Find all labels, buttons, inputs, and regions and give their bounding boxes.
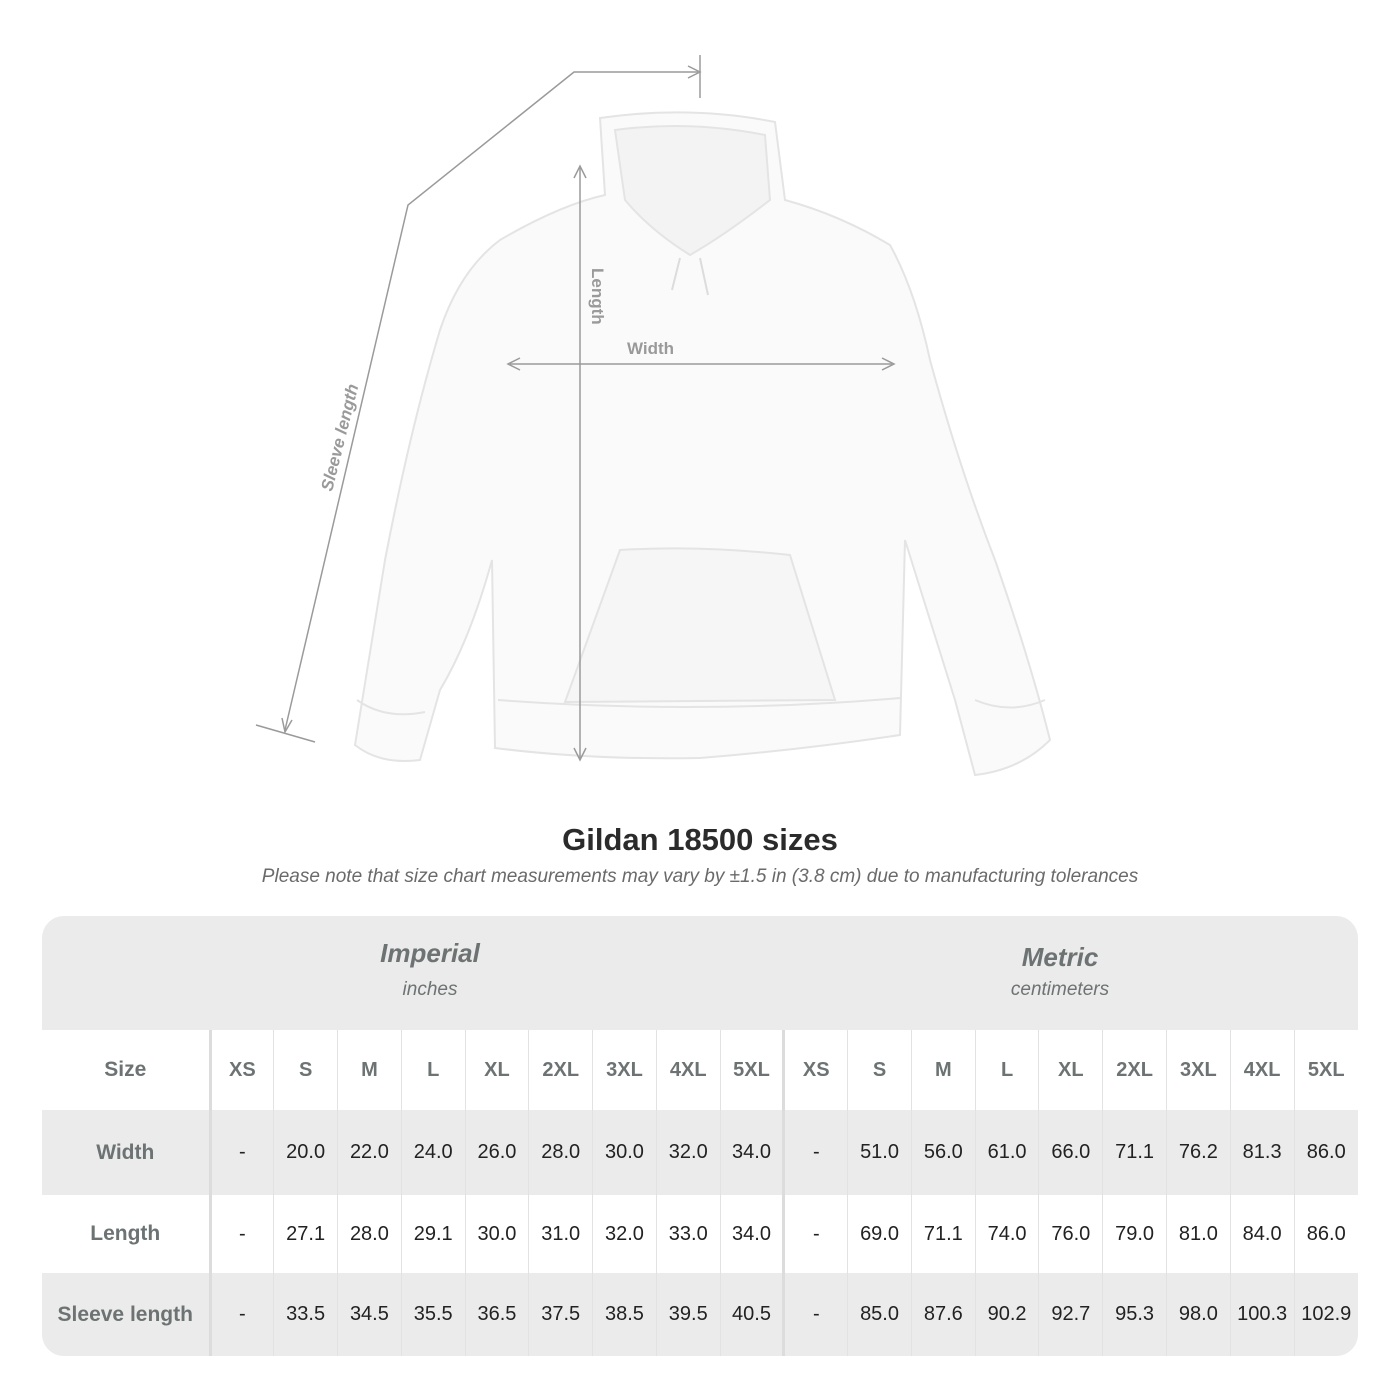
hoodie-measurement-diagram: Length Width Sleeve length xyxy=(255,55,1052,777)
imperial-value-cell: 34.0 xyxy=(719,1110,784,1195)
imperial-value-cell: 34.0 xyxy=(719,1195,784,1273)
metric-value-cell: 61.0 xyxy=(974,1110,1039,1195)
imperial-size-header: XS xyxy=(209,1030,274,1110)
chart-title: Gildan 18500 sizes xyxy=(562,822,838,857)
imperial-value-cell: 28.0 xyxy=(528,1110,593,1195)
metric-value-cell: 71.1 xyxy=(910,1195,976,1273)
metric-size-header: 2XL xyxy=(1102,1030,1167,1110)
imperial-size-header: 4XL xyxy=(655,1030,721,1110)
row-label: Width xyxy=(42,1110,212,1195)
imperial-value-cell: 26.0 xyxy=(464,1110,529,1195)
metric-size-header: 4XL xyxy=(1229,1030,1295,1110)
table-header-row: Size XS S M L XL 2XL 3XL 4XL 5XL XS S M L XL 2XL 3XL 4XL 5… xyxy=(42,1030,1358,1110)
metric-value-cell: 76.0 xyxy=(1038,1195,1103,1273)
imperial-value-cell: 28.0 xyxy=(337,1195,402,1273)
metric-value-cell: 84.0 xyxy=(1229,1195,1295,1273)
metric-value-cell: 76.2 xyxy=(1165,1110,1231,1195)
metric-size-header: M xyxy=(910,1030,976,1110)
metric-header: Metric centimeters xyxy=(960,942,1160,1001)
tolerance-note: Please note that size chart measurements… xyxy=(261,866,1139,887)
imperial-value-cell: - xyxy=(209,1273,274,1356)
metric-value-cell: 56.0 xyxy=(910,1110,976,1195)
imperial-value-cell: 40.5 xyxy=(719,1273,784,1356)
metric-value-cell: - xyxy=(782,1273,848,1356)
imperial-title: Imperial xyxy=(380,938,480,968)
metric-size-header: S xyxy=(847,1030,912,1110)
imperial-size-header: S xyxy=(273,1030,338,1110)
metric-value-cell: 69.0 xyxy=(847,1195,912,1273)
imperial-size-header: L xyxy=(400,1030,466,1110)
metric-size-header: L xyxy=(974,1030,1039,1110)
imperial-value-cell: 39.5 xyxy=(655,1273,721,1356)
metric-value-cell: 71.1 xyxy=(1102,1110,1167,1195)
imperial-value-cell: 31.0 xyxy=(528,1195,593,1273)
metric-value-cell: 74.0 xyxy=(974,1195,1039,1273)
width-label: Width xyxy=(627,339,674,358)
metric-value-cell: - xyxy=(782,1195,848,1273)
imperial-value-cell: - xyxy=(209,1195,274,1273)
metric-unit: centimeters xyxy=(1010,979,1110,1000)
size-table-panel: Imperial inches Metric centimeters Size X… xyxy=(42,916,1358,1356)
hoodie-illustration xyxy=(353,111,1052,777)
imperial-value-cell: 36.5 xyxy=(464,1273,529,1356)
metric-value-cell: 100.3 xyxy=(1229,1273,1295,1356)
metric-value-cell: 86.0 xyxy=(1293,1195,1358,1273)
imperial-value-cell: 24.0 xyxy=(400,1110,466,1195)
row-label: Sleeve length xyxy=(42,1273,212,1356)
imperial-value-cell: 22.0 xyxy=(337,1110,402,1195)
metric-size-header: 3XL xyxy=(1165,1030,1231,1110)
imperial-value-cell: 37.5 xyxy=(528,1273,593,1356)
metric-size-header: XL xyxy=(1038,1030,1103,1110)
metric-title: Metric xyxy=(1021,942,1099,972)
sleeve-length-label: Sleeve length xyxy=(317,382,362,493)
metric-size-header: 5XL xyxy=(1293,1030,1358,1110)
imperial-value-cell: - xyxy=(209,1110,274,1195)
length-label: Length xyxy=(588,268,607,325)
measurement-lines xyxy=(255,55,896,762)
metric-value-cell: 102.9 xyxy=(1293,1273,1358,1356)
imperial-value-cell: 33.0 xyxy=(655,1195,721,1273)
imperial-value-cell: 27.1 xyxy=(273,1195,338,1273)
imperial-size-header: XL xyxy=(464,1030,529,1110)
metric-value-cell: - xyxy=(782,1110,848,1195)
metric-value-cell: 66.0 xyxy=(1038,1110,1103,1195)
imperial-header: Imperial inches xyxy=(330,938,530,1001)
imperial-value-cell: 30.0 xyxy=(464,1195,529,1273)
table-row: Length -27.1 28.0 29.1 30.0 31.0 32.0 33.0 34.0-… xyxy=(42,1195,1358,1273)
metric-value-cell: 92.7 xyxy=(1038,1273,1103,1356)
imperial-value-cell: 29.1 xyxy=(400,1195,466,1273)
imperial-value-cell: 30.0 xyxy=(592,1110,657,1195)
imperial-unit: inches xyxy=(402,979,458,1000)
metric-value-cell: 79.0 xyxy=(1102,1195,1167,1273)
imperial-size-header: 2XL xyxy=(528,1030,593,1110)
table-row: Sleeve length -33.5 34.5 35.5 36.5 37.5 38.5 39… xyxy=(42,1273,1358,1356)
imperial-value-cell: 35.5 xyxy=(400,1273,466,1356)
imperial-size-header: M xyxy=(337,1030,402,1110)
metric-value-cell: 51.0 xyxy=(847,1110,912,1195)
metric-value-cell: 85.0 xyxy=(847,1273,912,1356)
sleeve-length-line xyxy=(284,71,698,731)
size-header: Size xyxy=(42,1030,212,1110)
metric-value-cell: 81.0 xyxy=(1165,1195,1231,1273)
metric-value-cell: 90.2 xyxy=(974,1273,1039,1356)
metric-value-cell: 87.6 xyxy=(910,1273,976,1356)
imperial-value-cell: 20.0 xyxy=(273,1110,338,1195)
metric-value-cell: 95.3 xyxy=(1102,1273,1167,1356)
row-label: Length xyxy=(42,1195,212,1273)
imperial-value-cell: 32.0 xyxy=(655,1110,721,1195)
metric-value-cell: 86.0 xyxy=(1293,1110,1358,1195)
imperial-size-header: 3XL xyxy=(592,1030,657,1110)
size-table: Size XS S M L XL 2XL 3XL 4XL 5XL XS S M L XL 2XL 3XL 4XL 5… xyxy=(42,1030,1358,1356)
metric-value-cell: 98.0 xyxy=(1165,1273,1231,1356)
imperial-size-header: 5XL xyxy=(719,1030,784,1110)
imperial-value-cell: 33.5 xyxy=(273,1273,338,1356)
metric-value-cell: 81.3 xyxy=(1229,1110,1295,1195)
table-row: Width -20.0 22.0 24.0 26.0 28.0 30.0 32.0 34.0-5… xyxy=(42,1110,1358,1195)
imperial-value-cell: 32.0 xyxy=(592,1195,657,1273)
imperial-value-cell: 38.5 xyxy=(592,1273,657,1356)
imperial-value-cell: 34.5 xyxy=(337,1273,402,1356)
metric-size-header: XS xyxy=(782,1030,848,1110)
